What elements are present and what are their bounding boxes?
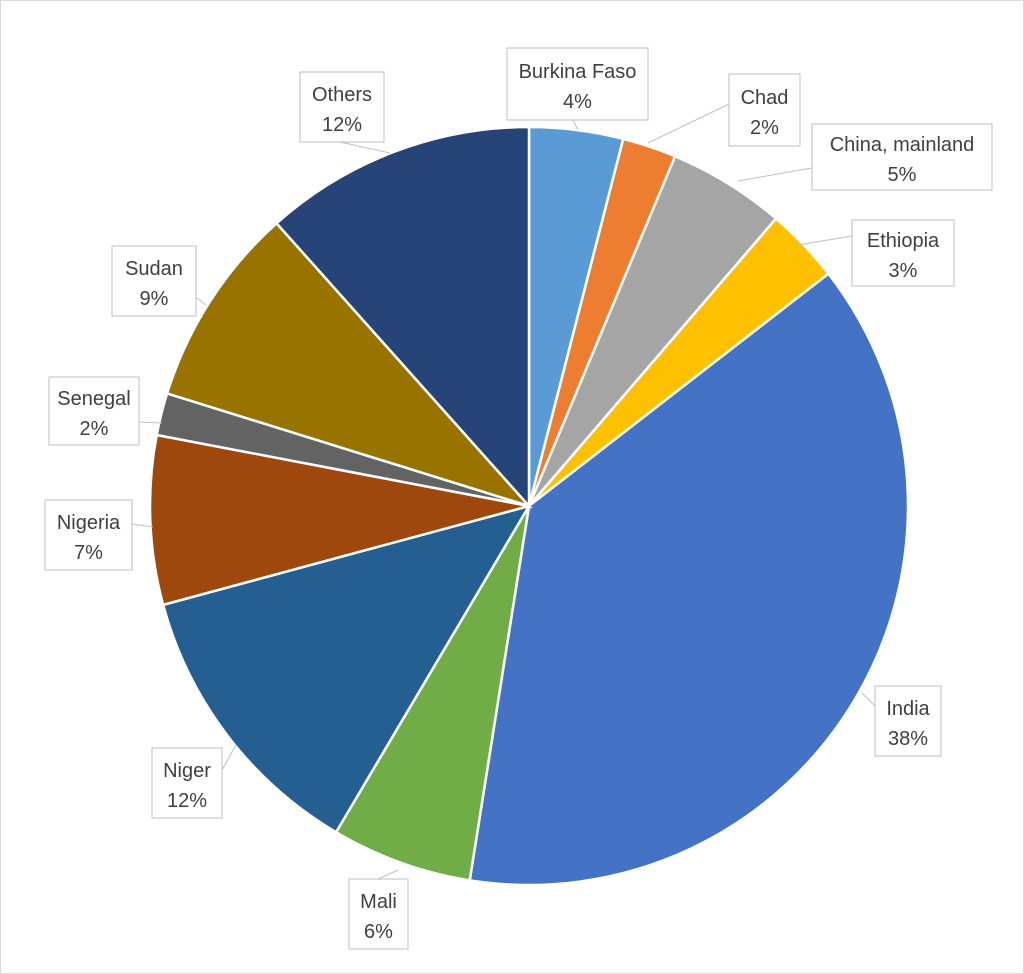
- leader-line-niger: [221, 744, 237, 771]
- data-label-box: [851, 219, 955, 287]
- pie-slice-india: [468, 271, 910, 887]
- data-label-percentage: 6%: [364, 921, 393, 943]
- data-label-category: Ethiopia: [867, 230, 940, 252]
- data-label-box: [811, 123, 993, 191]
- data-label-box: [874, 685, 942, 757]
- data-label-ethiopia: Ethiopia 3%: [851, 219, 955, 287]
- data-label-box: [111, 245, 197, 317]
- data-label-percentage: 9%: [140, 288, 169, 310]
- data-label-burkina-faso: Burkina Faso 4%: [506, 47, 649, 121]
- data-label-percentage: 38%: [888, 728, 928, 750]
- data-label-percentage: 7%: [74, 542, 103, 564]
- data-label-category: India: [886, 698, 930, 720]
- leader-line-senegal: [138, 421, 163, 424]
- data-label-category: Others: [312, 84, 372, 106]
- data-label-percentage: 2%: [80, 418, 109, 440]
- data-labels: Burkina Faso 4% Chad 2% China, mainland 5% Eth…: [44, 47, 993, 950]
- data-label-box: [728, 73, 801, 147]
- data-label-box: [48, 376, 140, 446]
- data-label-category: Niger: [163, 760, 211, 782]
- data-label-category: Mali: [360, 891, 397, 913]
- data-label-percentage: 5%: [888, 164, 917, 186]
- leader-line-mali: [377, 869, 399, 880]
- data-label-category: China, mainland: [830, 134, 975, 156]
- data-label-category: Sudan: [125, 258, 183, 280]
- pie-slices: [148, 125, 910, 887]
- pie-slice-sudan: [165, 221, 533, 509]
- pie-slice-niger: [161, 503, 532, 834]
- data-label-percentage: 2%: [750, 117, 779, 139]
- leader-line-sudan: [195, 296, 207, 306]
- data-label-box: [44, 499, 133, 571]
- leader-line-india: [861, 692, 876, 707]
- data-label-sudan: Sudan 9%: [111, 245, 197, 317]
- data-label-senegal: Senegal 2%: [48, 376, 140, 446]
- data-label-india: India 38%: [874, 685, 942, 757]
- data-label-chad: Chad 2%: [728, 73, 801, 147]
- data-label-box: [506, 47, 649, 121]
- data-label-category: Chad: [741, 87, 789, 109]
- leader-line-ethiopia: [797, 235, 853, 246]
- data-label-percentage: 12%: [167, 790, 207, 812]
- data-label-percentage: 4%: [563, 91, 592, 113]
- data-label-percentage: 12%: [322, 114, 362, 136]
- leader-lines: [131, 103, 876, 880]
- leader-line-china-mainland: [737, 167, 813, 182]
- data-label-mali: Mali 6%: [348, 878, 409, 950]
- leader-line-nigeria: [131, 523, 154, 528]
- leader-line-chad: [647, 103, 730, 144]
- pie-slice-nigeria: [148, 433, 530, 607]
- data-label-percentage: 3%: [889, 260, 918, 282]
- pie-slice-others: [274, 125, 531, 510]
- pie-slice-mali: [334, 505, 531, 882]
- data-label-china-mainland: China, mainland 5%: [811, 123, 993, 191]
- data-label-category: Nigeria: [57, 512, 121, 534]
- data-label-category: Senegal: [57, 388, 130, 410]
- data-label-box: [151, 747, 223, 819]
- data-label-box: [299, 71, 385, 143]
- data-label-box: [348, 878, 409, 950]
- leader-line-burkina-faso: [572, 119, 579, 131]
- data-label-category: Burkina Faso: [519, 61, 637, 83]
- data-label-others: Others 12%: [299, 71, 385, 143]
- data-label-niger: Niger 12%: [151, 747, 223, 819]
- leader-line-others: [339, 141, 391, 154]
- data-label-nigeria: Nigeria 7%: [44, 499, 133, 571]
